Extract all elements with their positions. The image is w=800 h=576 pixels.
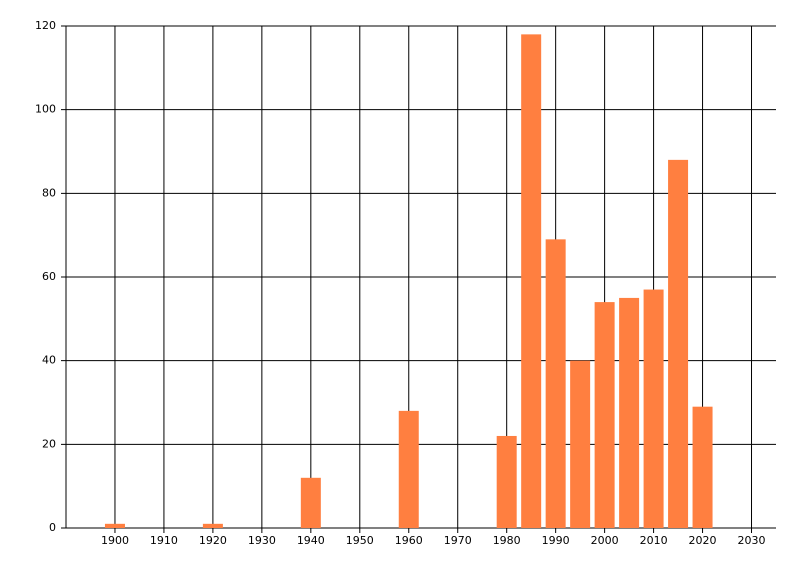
x-tick-label: 1910 bbox=[150, 534, 178, 547]
y-tick-label: 0 bbox=[49, 521, 56, 534]
x-tick-label: 2020 bbox=[689, 534, 717, 547]
y-tick-label: 20 bbox=[42, 437, 56, 450]
y-tick-label: 120 bbox=[35, 19, 56, 32]
x-tick-label: 1940 bbox=[297, 534, 325, 547]
bar bbox=[570, 360, 591, 528]
y-tick-label: 60 bbox=[42, 270, 56, 283]
x-tick-label: 2030 bbox=[738, 534, 766, 547]
bar bbox=[643, 289, 664, 528]
x-tick-label: 1900 bbox=[101, 534, 129, 547]
bar bbox=[300, 477, 321, 528]
bar bbox=[594, 302, 615, 528]
y-tick-label: 100 bbox=[35, 103, 56, 116]
bar bbox=[496, 435, 517, 528]
x-tick-label: 2010 bbox=[640, 534, 668, 547]
bar bbox=[619, 297, 640, 528]
x-tick-label: 1930 bbox=[248, 534, 276, 547]
bar bbox=[668, 159, 689, 528]
bar bbox=[398, 410, 419, 528]
x-tick-label: 1920 bbox=[199, 534, 227, 547]
x-tick-label: 1960 bbox=[395, 534, 423, 547]
x-tick-label: 1980 bbox=[493, 534, 521, 547]
bar bbox=[521, 34, 542, 528]
bar bbox=[545, 239, 566, 528]
bar bbox=[692, 406, 713, 528]
x-tick-label: 1970 bbox=[444, 534, 472, 547]
x-tick-label: 1950 bbox=[346, 534, 374, 547]
bar bbox=[202, 523, 223, 528]
x-tick-label: 1990 bbox=[542, 534, 570, 547]
y-tick-label: 80 bbox=[42, 186, 56, 199]
x-tick-label: 2000 bbox=[591, 534, 619, 547]
bar bbox=[104, 523, 125, 528]
y-tick-label: 40 bbox=[42, 354, 56, 367]
